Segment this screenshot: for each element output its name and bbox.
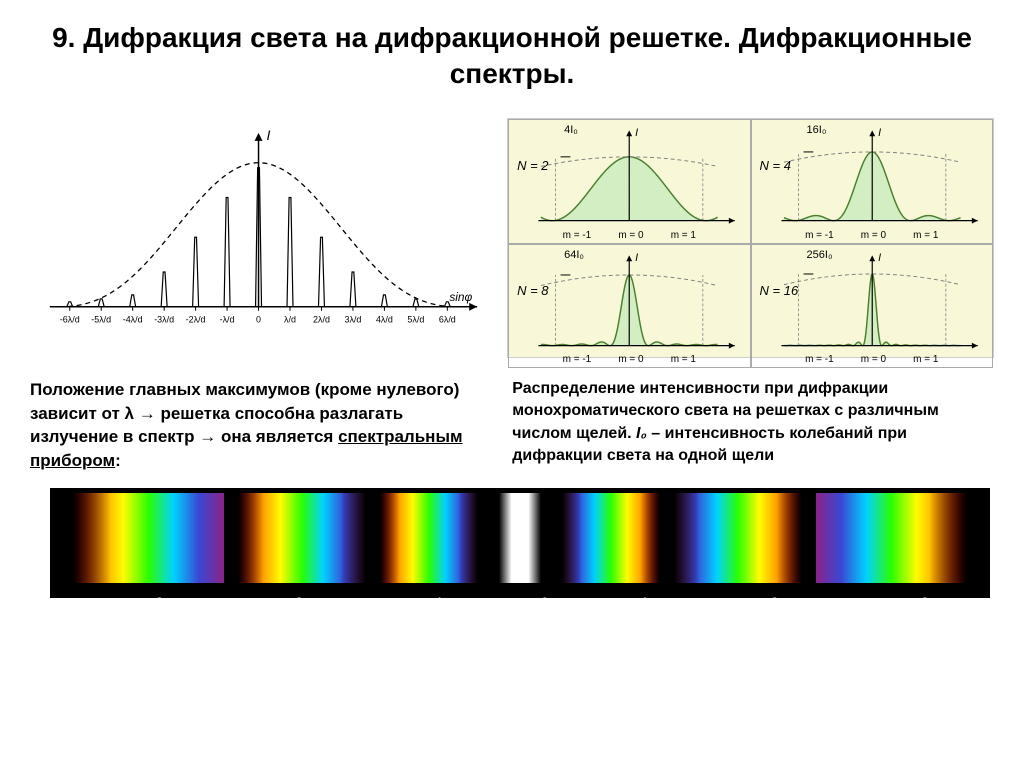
page-title: 9. Дифракция света на дифракционной реше…	[30, 20, 994, 93]
mini-m-labels: m = -1m = 0m = 1	[509, 230, 749, 241]
mini-n-label: N = 16	[760, 283, 799, 298]
mini-n-label: N = 8	[517, 283, 548, 298]
spectrum-order-label: m=-1	[410, 594, 442, 610]
mini-n-label: N = 4	[760, 158, 791, 173]
svg-text:I: I	[878, 127, 881, 139]
svg-text:-6λ/d: -6λ/d	[60, 314, 80, 324]
left-chart-svg: Isinφ -6λ/d -5λ/d -4λ/d -3λ/d -2λ/d -λ/d 0 λ/d 2λ…	[30, 118, 487, 337]
svg-text:-3λ/d: -3λ/d	[154, 314, 174, 324]
svg-text:3λ/d: 3λ/d	[344, 314, 361, 324]
spectrum-order-label: m=-2	[270, 594, 302, 610]
svg-text:λ/d: λ/d	[284, 314, 296, 324]
mini-m-labels: m = -1m = 0m = 1	[509, 354, 749, 365]
right-mini-charts-grid: I N = 2 4I₀ m = -1m = 0m = 1 I N = 4 16I…	[507, 118, 994, 358]
svg-text:-5λ/d: -5λ/d	[91, 314, 111, 324]
spectrum-order-label: m=0	[520, 594, 548, 610]
svg-text:I: I	[635, 127, 638, 139]
left-caption: Положение главных максимумов (кроме нуле…	[30, 378, 482, 473]
mini-top-label: 16I₀	[807, 124, 827, 136]
spectrum-order-label: m=-3	[130, 594, 162, 610]
mini-top-label: 4I₀	[564, 124, 578, 136]
mini-m-labels: m = -1m = 0m = 1	[752, 354, 992, 365]
svg-text:5λ/d: 5λ/d	[407, 314, 424, 324]
mini-m-labels: m = -1m = 0m = 1	[752, 230, 992, 241]
mini-chart-n2: I N = 2 4I₀ m = -1m = 0m = 1	[508, 119, 750, 244]
svg-text:-λ/d: -λ/d	[220, 314, 235, 324]
mini-chart-n8: I N = 8 64I₀ m = -1m = 0m = 1	[508, 244, 750, 369]
spectrum-order-label: m=3	[900, 594, 928, 610]
svg-text:I: I	[878, 252, 881, 264]
svg-text:0: 0	[256, 314, 261, 324]
svg-text:I: I	[266, 127, 270, 143]
svg-text:-4λ/d: -4λ/d	[123, 314, 143, 324]
svg-text:4λ/d: 4λ/d	[376, 314, 393, 324]
mini-top-label: 64I₀	[564, 249, 584, 261]
svg-text:I: I	[635, 252, 638, 264]
mini-chart-n16: I N = 16 256I₀ m = -1m = 0m = 1	[751, 244, 993, 369]
mini-n-label: N = 2	[517, 158, 548, 173]
left-diffraction-chart: Isinφ -6λ/d -5λ/d -4λ/d -3λ/d -2λ/d -λ/d 0 λ/d 2λ…	[30, 118, 487, 338]
mini-chart-n4: I N = 4 16I₀ m = -1m = 0m = 1	[751, 119, 993, 244]
text-row: Положение главных максимумов (кроме нуле…	[30, 378, 994, 473]
right-caption: Распределение интенсивности при дифракци…	[512, 378, 994, 473]
svg-text:-2λ/d: -2λ/d	[186, 314, 206, 324]
svg-text:6λ/d: 6λ/d	[439, 314, 456, 324]
spectrum-bar: m=-3m=-2m=-1m=0m=1m=2m=3	[50, 488, 990, 598]
upper-row: Isinφ -6λ/d -5λ/d -4λ/d -3λ/d -2λ/d -λ/d 0 λ/d 2λ…	[30, 118, 994, 358]
spectrum-order-label: m=2	[750, 594, 778, 610]
svg-text:2λ/d: 2λ/d	[313, 314, 330, 324]
spectrum-order-label: m=1	[620, 594, 648, 610]
mini-top-label: 256I₀	[807, 249, 833, 261]
svg-text:sinφ: sinφ	[449, 290, 472, 304]
